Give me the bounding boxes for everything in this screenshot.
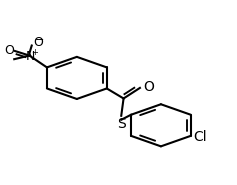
Text: +: +: [31, 48, 38, 57]
Text: S: S: [117, 117, 126, 131]
Text: N: N: [26, 50, 35, 63]
Text: O: O: [143, 80, 154, 94]
Text: Cl: Cl: [193, 130, 207, 144]
Text: O: O: [33, 36, 43, 49]
Text: O: O: [4, 44, 14, 57]
Text: −: −: [35, 35, 44, 45]
